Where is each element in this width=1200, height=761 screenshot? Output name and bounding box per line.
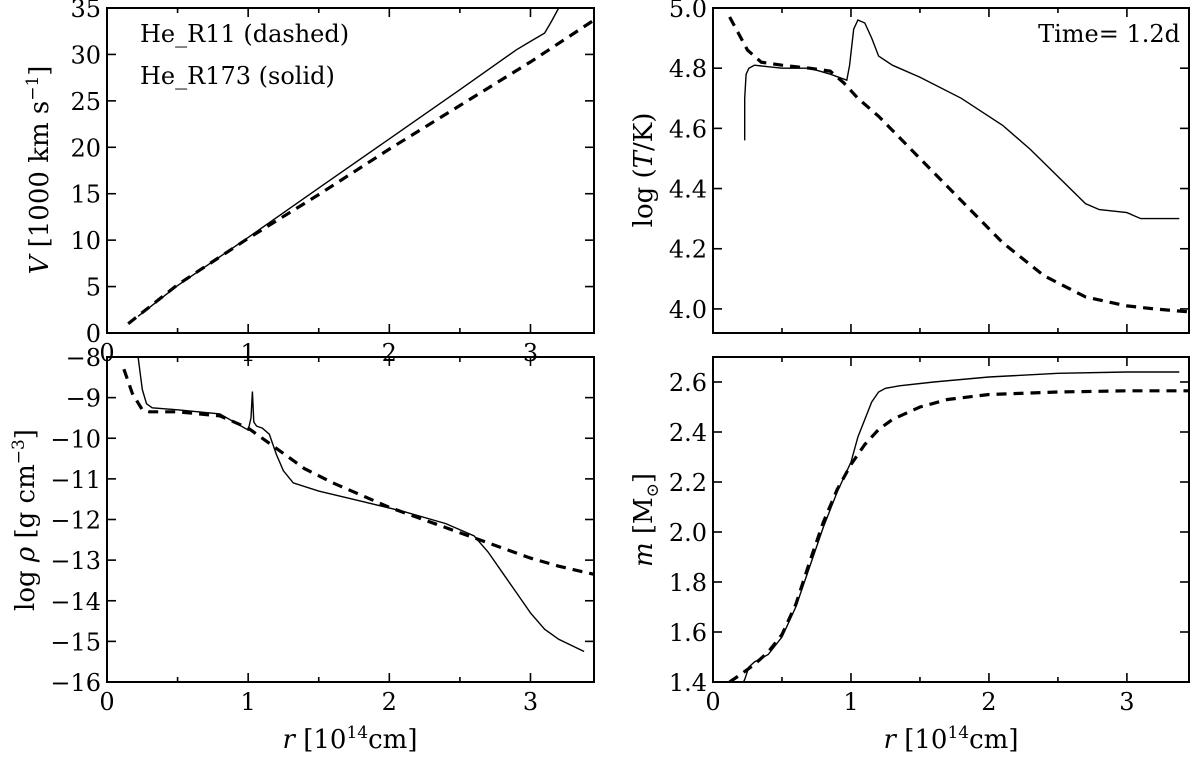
velocity-ytick-label: 5: [86, 274, 101, 302]
mass-ytick-label: 2.6: [669, 369, 707, 397]
density-xlabel: r [1014cm]: [283, 723, 418, 755]
density-series-dashed: [122, 368, 594, 576]
velocity-frame: [106, 7, 595, 334]
time-annotation: Time= 1.2d: [1038, 20, 1180, 48]
mass-ytick-label: 2.0: [669, 519, 707, 547]
mass-xtick-label: 2: [981, 688, 996, 716]
mass-xtick-label: 1: [843, 688, 858, 716]
legend-dashed-label: He_R11 (dashed): [140, 20, 349, 48]
velocity-xtick-label: 2: [382, 339, 397, 367]
density-ylabel: log ρ [g cm−3]: [9, 429, 41, 611]
density-xtick-label: 3: [523, 688, 538, 716]
temperature-series: [728, 16, 1189, 314]
mass-xtick-label: 3: [1119, 688, 1134, 716]
density-ytick-label: −11: [50, 466, 101, 494]
temperature-ytick-label: 4.4: [669, 176, 707, 204]
velocity-ytick-label: 15: [70, 181, 101, 209]
density-ticks: 0 1 2 3 −16 −15 −14 −13 −12 −11 −10 −9 −8: [50, 344, 594, 716]
velocity-ytick-label: 35: [70, 0, 101, 23]
temperature-series-dashed: [728, 16, 1189, 314]
density-ytick-label: −15: [50, 628, 101, 656]
velocity-ylabel: V [1000 km s−1]: [23, 66, 55, 275]
density-series-solid: [137, 357, 585, 653]
mass-ytick-label: 1.4: [669, 669, 707, 697]
temperature-series-solid: [744, 19, 1180, 220]
density-ytick-label: −16: [50, 669, 101, 697]
mass-frame: [712, 356, 1190, 683]
temperature-ytick-label: 4.2: [669, 236, 707, 264]
density-xtick-label: 1: [241, 688, 256, 716]
density-xtick-label: 0: [99, 688, 114, 716]
velocity-xtick-label: 0: [99, 339, 114, 367]
density-ytick-label: −14: [50, 588, 101, 616]
temperature-frame: [712, 7, 1190, 334]
density-frame: [106, 356, 595, 683]
mass-series-dashed: [728, 389, 1189, 682]
mass-ytick-label: 2.4: [669, 419, 707, 447]
mass-series: [728, 371, 1189, 682]
density-ytick-label: −13: [50, 547, 101, 575]
velocity-series: [127, 8, 594, 325]
mass-ytick-label: 1.6: [669, 619, 707, 647]
temperature-ytick-label: 4.8: [669, 55, 707, 83]
temperature-ticks: 4.0 4.2 4.4 4.6 4.8 5.0: [669, 0, 1189, 333]
velocity-xtick-label: 1: [241, 339, 256, 367]
temperature-ytick-label: 4.6: [669, 115, 707, 143]
velocity-ytick-label: 30: [70, 41, 101, 69]
density-ytick-label: −10: [50, 425, 101, 453]
mass-series-solid: [742, 371, 1180, 682]
velocity-ytick-label: 20: [70, 134, 101, 162]
density-series: [122, 357, 594, 653]
panel-density: 0 1 2 3 −16 −15 −14 −13 −12 −11 −10 −9 −8 log ρ [g c…: [9, 344, 595, 755]
mass-xlabel: r [1014cm]: [884, 723, 1019, 755]
velocity-ytick-label: 10: [70, 227, 101, 255]
temperature-ytick-label: 4.0: [669, 296, 707, 324]
mass-ytick-label: 1.8: [669, 569, 707, 597]
mass-xtick-label: 0: [705, 688, 720, 716]
density-ytick-label: −12: [50, 507, 101, 535]
density-xtick-label: 2: [382, 688, 397, 716]
velocity-xtick-label: 3: [523, 339, 538, 367]
mass-ytick-label: 2.2: [669, 469, 707, 497]
velocity-series-solid: [137, 8, 560, 317]
mass-ylabel: m [M⊙]: [629, 473, 663, 567]
temperature-ylabel: log (T/K): [629, 113, 659, 228]
mass-ticks: 0 1 2 3 1.4 1.6 1.8 2.0 2.2 2.4 2.6: [669, 357, 1189, 716]
density-ytick-label: −9: [66, 385, 101, 413]
temperature-ytick-label: 5.0: [669, 0, 707, 23]
velocity-ytick-label: 0: [86, 320, 101, 348]
panel-temperature: 4.0 4.2 4.4 4.6 4.8 5.0 Time= 1.2d log (T/K): [629, 0, 1190, 334]
legend-solid-label: He_R173 (solid): [140, 62, 335, 90]
panel-mass: 0 1 2 3 1.4 1.6 1.8 2.0 2.2 2.4 2.6 m [M⊙] r [1014…: [629, 356, 1190, 755]
velocity-ytick-label: 25: [70, 88, 101, 116]
density-ytick-label: −8: [66, 344, 101, 372]
